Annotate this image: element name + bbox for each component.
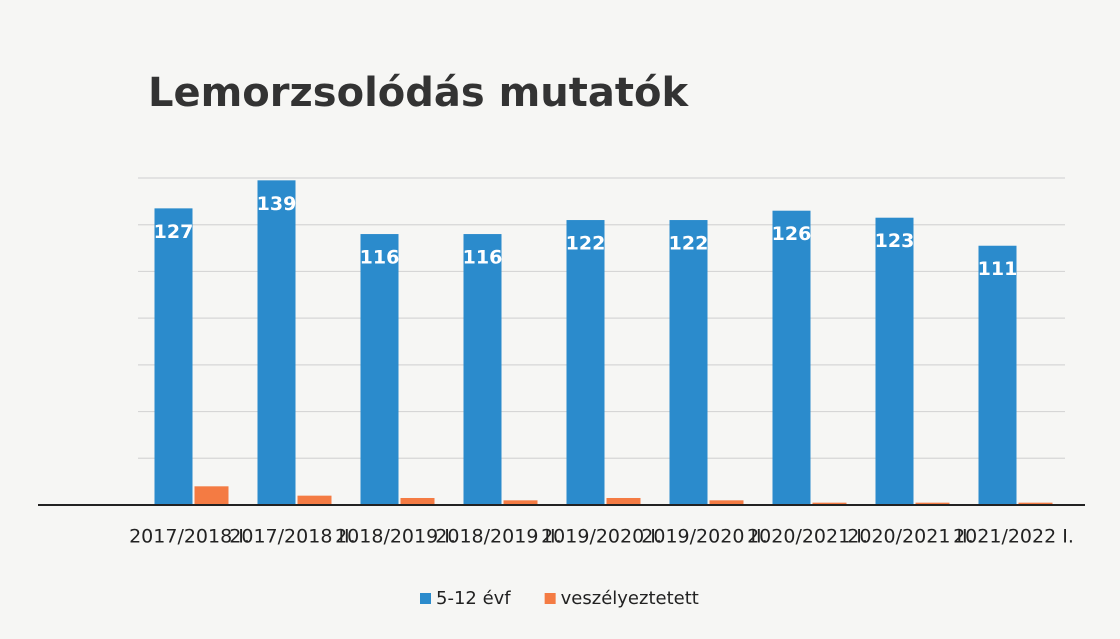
bar <box>915 502 950 505</box>
bar <box>606 497 641 505</box>
data-label: 139 <box>257 193 297 215</box>
bar <box>978 245 1017 505</box>
bar <box>669 220 708 506</box>
data-label: 122 <box>669 233 709 255</box>
data-label: 116 <box>463 247 503 269</box>
bar <box>709 500 744 505</box>
data-label: 111 <box>978 258 1018 280</box>
chart-title: Lemorzsolódás mutatók <box>148 70 689 116</box>
bar <box>503 500 538 505</box>
x-tick-label: 2018/2019 II. <box>435 526 561 548</box>
bar <box>1018 502 1053 505</box>
x-tick-label: 2017/2018 I. <box>129 526 250 548</box>
x-tick-label: 2017/2018 II. <box>229 526 355 548</box>
legend-label: 5-12 évf <box>436 588 511 609</box>
bar <box>194 486 229 505</box>
bar <box>154 208 193 505</box>
bar <box>400 497 435 505</box>
bar <box>875 217 914 505</box>
bar <box>297 495 332 505</box>
legend-label: veszélyeztetett <box>561 588 699 609</box>
bar <box>463 234 502 506</box>
bar <box>566 220 605 506</box>
x-tick-label: 2019/2020 I. <box>541 526 662 548</box>
x-tick-label: 2019/2020 II. <box>641 526 767 548</box>
bar <box>772 210 811 505</box>
x-tick-label: 2020/2021 II. <box>847 526 973 548</box>
data-label: 122 <box>566 233 606 255</box>
bar <box>812 502 847 505</box>
data-label: 116 <box>360 247 400 269</box>
x-tick-label: 2021/2022 I. <box>953 526 1074 548</box>
legend-swatch <box>420 593 431 604</box>
bar <box>360 234 399 506</box>
x-tick-label: 2020/2021 I. <box>747 526 868 548</box>
data-label: 126 <box>772 223 812 245</box>
data-label: 127 <box>154 221 194 243</box>
legend-swatch <box>544 593 556 604</box>
data-label: 123 <box>875 230 915 252</box>
x-tick-label: 2018/2019 I. <box>335 526 456 548</box>
bar <box>257 180 296 506</box>
